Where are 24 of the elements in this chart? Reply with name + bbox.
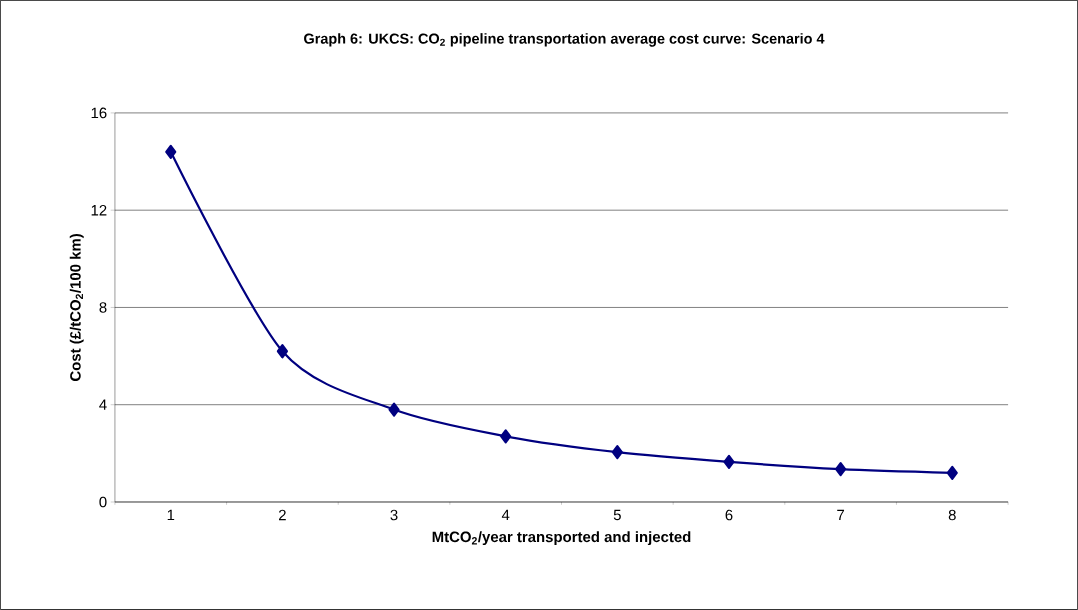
point [165,144,177,159]
x-tick-label: 1 [167,509,175,521]
y-tick-label: 4 [99,399,107,410]
x-tick-label: 4 [501,509,510,521]
point [276,344,288,359]
y-tick-label: 0 [99,496,107,508]
x-tick-label: 3 [390,509,398,521]
x-tick-label: 8 [948,509,956,521]
point [946,465,958,480]
point [500,429,512,444]
chart-title: Graph 6: UKCS: CO$_{2}$ pipeline transportation average cost curve: Scenario 4 [304,33,825,47]
point [723,454,735,470]
point [835,462,847,477]
x-axis-title: MtCO$_{2}$/year transported and injected [432,531,691,546]
y-tick-label: 12 [91,205,107,216]
y-tick-label: 16 [91,107,107,119]
x-tick-label: 7 [837,509,845,521]
x-tick-label: 6 [725,509,733,521]
point [388,402,400,417]
point [611,445,623,460]
x-tick-label: 5 [613,509,621,521]
y-tick-label: 8 [99,302,107,313]
x-tick-label: 2 [278,509,286,521]
y-axis-title: Cost (£/tCO$_{2}$/100 km) [69,234,84,382]
